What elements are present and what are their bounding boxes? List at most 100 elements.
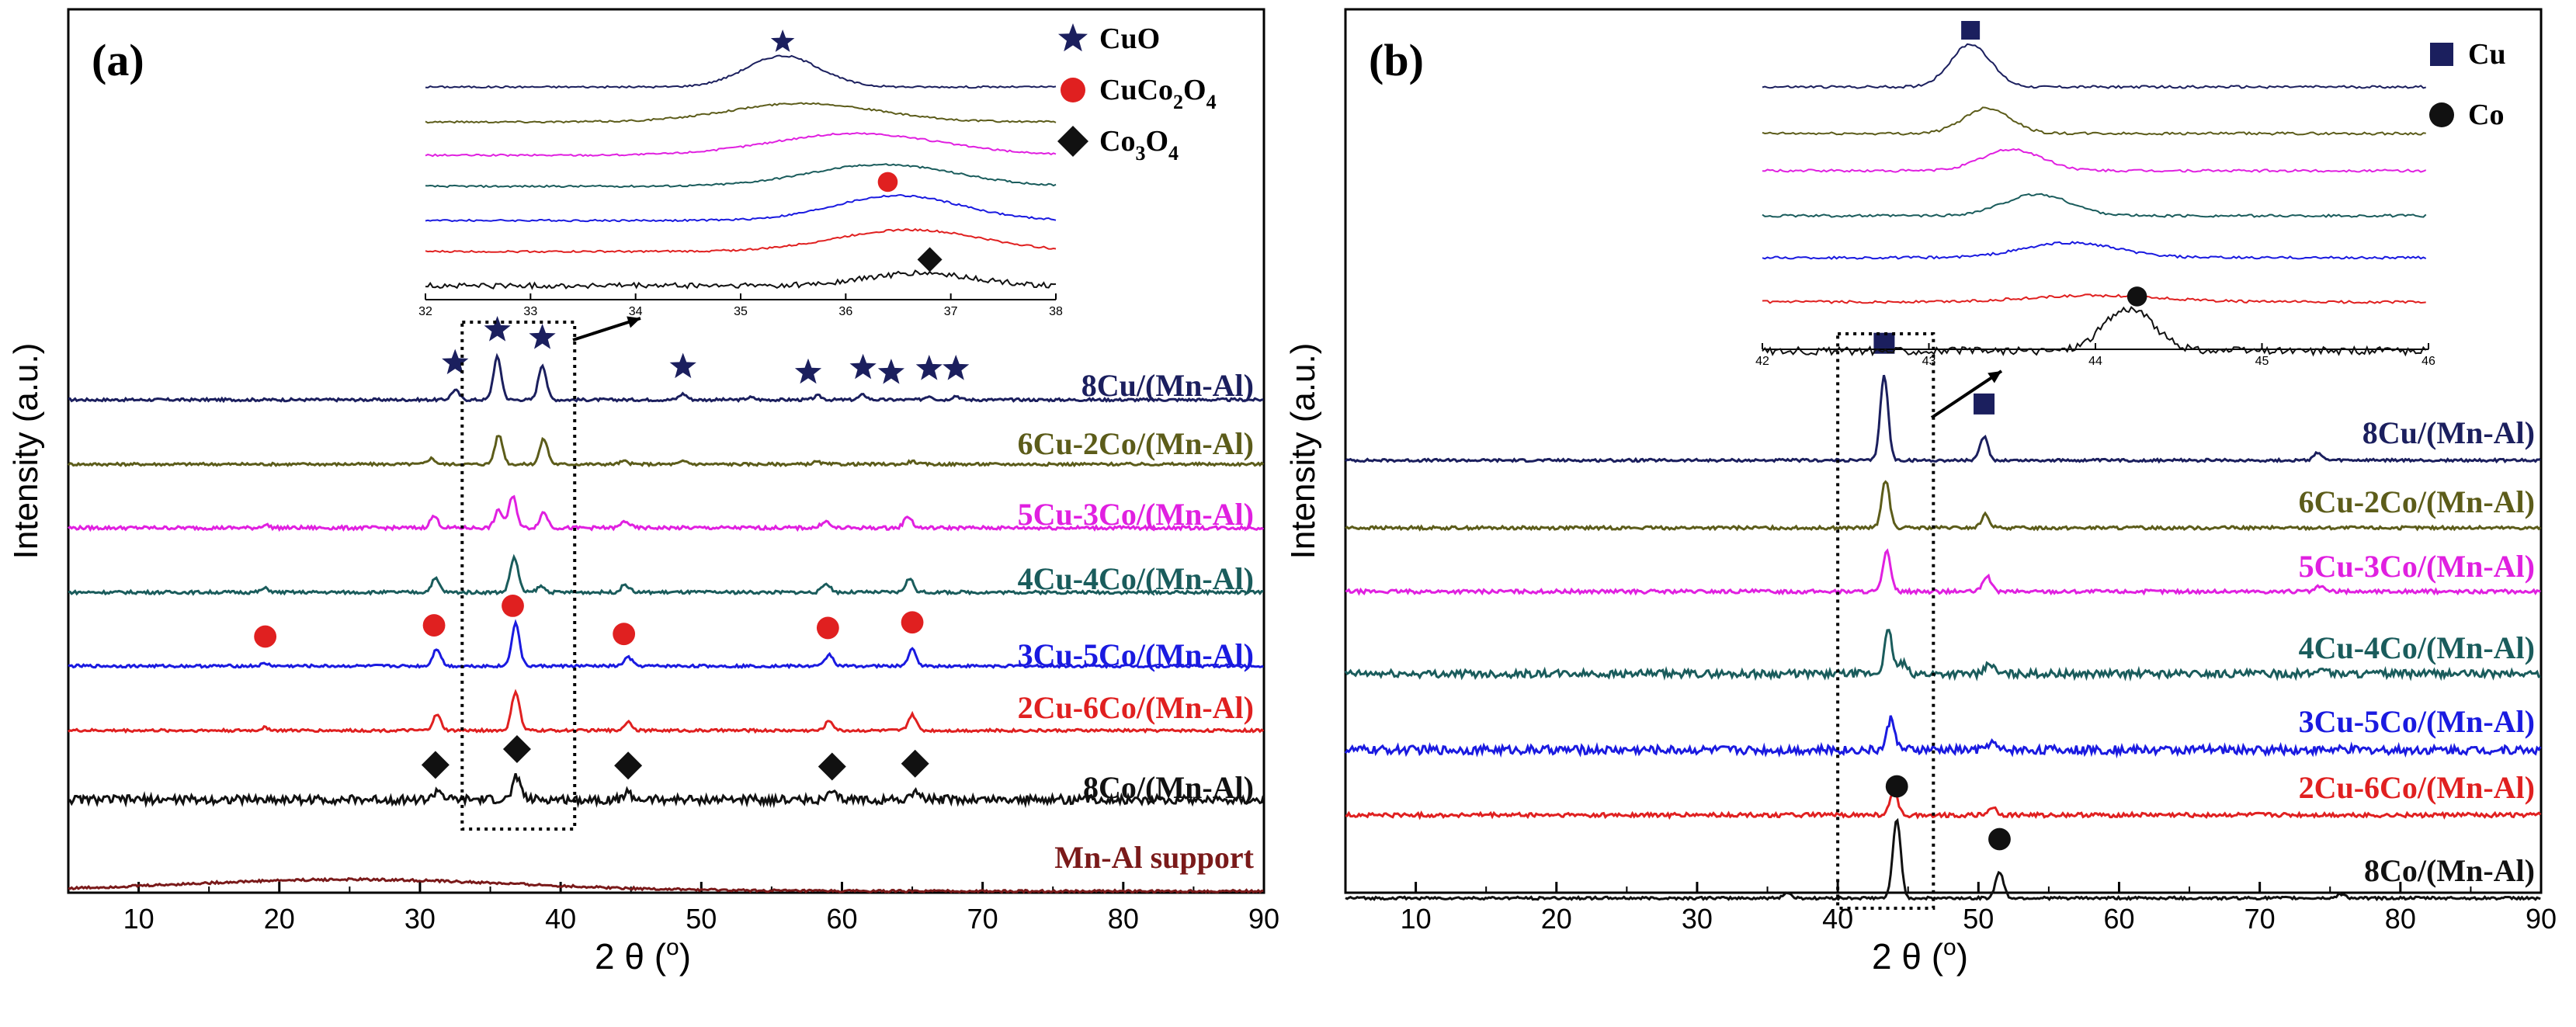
highlight-box xyxy=(460,321,577,831)
series-line-7 xyxy=(68,876,1264,894)
inset-marker-star xyxy=(770,29,795,52)
zoom-arrow xyxy=(1930,370,2003,419)
legend-text: Co xyxy=(1099,125,1135,158)
legend-symbol-star xyxy=(1058,23,1088,52)
inset-series-line-5 xyxy=(425,227,1057,254)
legend-text: Co xyxy=(2468,99,2504,131)
series-line-4 xyxy=(1344,715,2542,759)
inset-x-tick-label: 38 xyxy=(1049,305,1063,318)
x-tick-label: 50 xyxy=(1963,903,1994,935)
legend-label: CuCo2O4 xyxy=(1099,74,1217,113)
series-label: 8Cu/(Mn-Al) xyxy=(1081,368,1254,403)
legend-symbol-circle xyxy=(1061,78,1085,102)
legend-symbol-circle-black xyxy=(2429,102,2454,127)
series-label: 2Cu-6Co/(Mn-Al) xyxy=(2299,770,2535,805)
peak-marker-circle xyxy=(254,625,277,648)
x-tick-label: 20 xyxy=(264,903,295,935)
highlight-box xyxy=(1836,332,1935,910)
inset-x-tick-label: 33 xyxy=(523,305,537,318)
series-label: 2Cu-6Co/(Mn-Al) xyxy=(1018,690,1254,725)
peak-marker-star xyxy=(849,353,877,380)
peak-marker-star xyxy=(529,324,556,349)
peak-marker-star xyxy=(442,349,469,375)
y-axis-label: Intensity (a.u.) xyxy=(7,343,45,560)
peak-marker-star xyxy=(915,355,943,380)
peak-marker-star xyxy=(484,316,511,342)
legend-subscript: 4 xyxy=(1206,91,1217,113)
x-axis-label-close: ) xyxy=(679,936,691,977)
inset-x-tick-label: 46 xyxy=(2422,355,2435,368)
inset-plot: 32 33 34 35 36 37 38 xyxy=(418,29,1063,318)
series-line-5 xyxy=(68,689,1265,734)
inset-x-tick-label: 37 xyxy=(944,305,958,318)
series-label: 8Co/(Mn-Al) xyxy=(2364,853,2535,888)
peak-marker-star xyxy=(669,352,696,379)
x-tick-label: 60 xyxy=(826,903,857,935)
inset-marker-diamond xyxy=(917,247,943,272)
chart-panel-b: 10 20 30 40 50 60 70 80 902 θ (o)Intensity (a.u.… xyxy=(1284,8,2557,977)
series-line-3 xyxy=(68,553,1264,596)
series-line-6 xyxy=(1345,817,2541,902)
x-axis-label-unit: o xyxy=(666,935,679,960)
peak-marker-circle xyxy=(901,611,924,634)
x-axis-label-unit: o xyxy=(1943,935,1956,960)
x-tick-label: 80 xyxy=(2385,903,2416,935)
x-axis-label-close: ) xyxy=(1956,936,1968,977)
series-label: 4Cu-4Co/(Mn-Al) xyxy=(1018,561,1254,596)
peak-marker-star xyxy=(877,359,904,384)
x-tick-label: 50 xyxy=(686,903,717,935)
peak-marker-square xyxy=(1974,393,1995,415)
series-line-5 xyxy=(1345,787,2542,821)
inset-series-line-3 xyxy=(425,163,1057,189)
peak-marker-diamond xyxy=(502,735,531,763)
inset-marker-circle xyxy=(877,172,898,193)
peak-marker-star xyxy=(794,358,822,384)
peak-marker-circle xyxy=(422,614,446,637)
plot-frame xyxy=(67,8,1265,894)
series-line-3 xyxy=(1344,629,2541,682)
peak-marker-circle-black xyxy=(1885,775,1908,798)
series-label: Mn-Al support xyxy=(1054,840,1254,875)
series-label: 3Cu-5Co/(Mn-Al) xyxy=(1018,637,1254,672)
x-tick-label: 70 xyxy=(2244,903,2276,935)
x-tick-label: 90 xyxy=(1248,903,1279,935)
inset-series-line-1 xyxy=(1762,106,2426,136)
x-tick-label: 80 xyxy=(1108,903,1139,935)
inset-x-tick-label: 34 xyxy=(629,305,643,318)
x-tick-label: 30 xyxy=(1682,903,1713,935)
panel-label: (a) xyxy=(92,35,144,85)
x-tick-label: 10 xyxy=(123,903,154,935)
series-label: 4Cu-4Co/(Mn-Al) xyxy=(2299,630,2535,665)
inset-x-tick-label: 35 xyxy=(734,305,748,318)
x-axis-label: 2 θ (o) xyxy=(595,935,691,977)
zoom-arrowhead xyxy=(1988,371,2001,383)
inset-marker-square xyxy=(1961,21,1981,40)
peak-marker-circle xyxy=(816,616,839,640)
legend-symbol-diamond xyxy=(1057,126,1088,157)
x-axis-label-text: 2 θ ( xyxy=(1872,936,1944,977)
peak-marker-diamond xyxy=(818,752,846,781)
inset-x-tick-label: 42 xyxy=(1755,355,1769,368)
series-label: 5Cu-3Co/(Mn-Al) xyxy=(1018,497,1254,532)
inset-x-tick-label: 36 xyxy=(838,305,852,318)
peak-marker-diamond xyxy=(901,749,929,778)
inset-series-line-4 xyxy=(425,193,1057,223)
series-line-1 xyxy=(1345,480,2542,532)
panel-label: (b) xyxy=(1369,35,1424,85)
x-axis-label: 2 θ (o) xyxy=(1872,935,1968,977)
legend-text: Cu xyxy=(2468,38,2506,71)
legend-text-after: O xyxy=(1145,125,1168,158)
x-tick-label: 70 xyxy=(967,903,998,935)
x-tick-label: 10 xyxy=(1401,903,1432,935)
series-label: 6Cu-2Co/(Mn-Al) xyxy=(1018,426,1254,461)
x-tick-label: 40 xyxy=(545,903,576,935)
series-label: 3Cu-5Co/(Mn-Al) xyxy=(2299,704,2535,739)
series-line-2 xyxy=(1345,548,2541,596)
chart-panel-a: 10 20 30 40 50 60 70 80 90 2 θ (o) Intensity (a.u.… xyxy=(7,8,1279,977)
series-label: 5Cu-3Co/(Mn-Al) xyxy=(2299,549,2535,584)
series-label: 8Co/(Mn-Al) xyxy=(1083,770,1254,805)
x-axis-label-text: 2 θ ( xyxy=(595,936,667,977)
legend-symbol-square xyxy=(2430,43,2453,66)
series-label: 8Cu/(Mn-Al) xyxy=(2362,415,2535,450)
inset-series-line-6 xyxy=(425,269,1057,290)
